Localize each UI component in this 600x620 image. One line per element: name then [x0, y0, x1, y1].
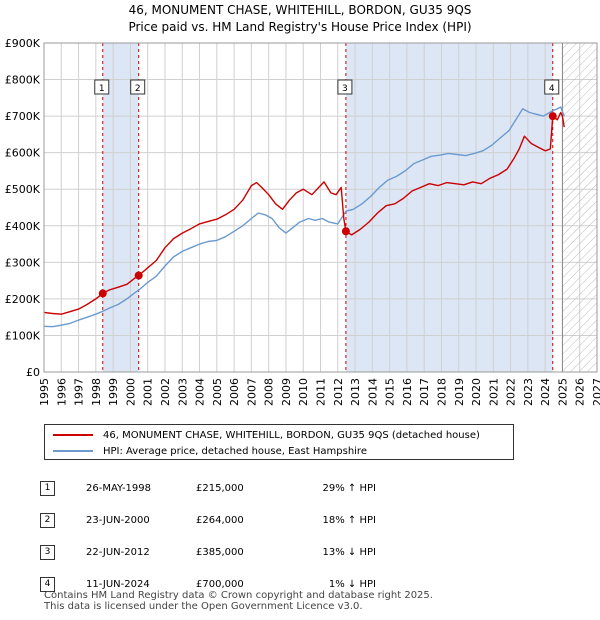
sales-table: 1 26-MAY-1998 £215,000 29% ↑ HPI 2 23-JU…	[40, 472, 376, 600]
x-tick-label: 2012	[332, 378, 345, 406]
y-tick-label: £400K	[5, 220, 41, 233]
legend-label-hpi: HPI: Average price, detached house, East…	[103, 445, 367, 457]
sale-2-label: 2	[135, 84, 141, 94]
footer-line-1: Contains HM Land Registry data © Crown c…	[44, 590, 433, 601]
sale-date: 23-JUN-2000	[86, 514, 150, 526]
title-line-2: Price paid vs. HM Land Registry's House …	[128, 20, 472, 34]
x-tick-label: 1997	[73, 378, 86, 406]
table-row: 3 22-JUN-2012 £385,000 13% ↓ HPI	[40, 536, 376, 568]
x-tick-label: 2010	[297, 378, 310, 406]
x-tick-label: 2021	[487, 378, 500, 406]
x-tick-label: 2019	[453, 378, 466, 406]
sale-hpi-diff: 29% ↑ HPI	[322, 482, 376, 494]
legend: 46, MONUMENT CHASE, WHITEHILL, BORDON, G…	[44, 424, 514, 460]
x-tick-label: 2001	[142, 378, 155, 406]
x-tick-label: 2006	[228, 378, 241, 406]
y-tick-label: £100K	[5, 329, 41, 342]
sale-badge: 3	[40, 544, 55, 560]
sale-3-point	[341, 227, 350, 236]
y-tick-label: £500K	[5, 183, 41, 196]
sale-hpi-diff: 13% ↓ HPI	[322, 546, 376, 558]
sale-price: £264,000	[196, 514, 244, 526]
y-tick-label: £200K	[5, 293, 41, 306]
x-tick-label: 2005	[211, 378, 224, 406]
sale-2-point	[134, 271, 143, 280]
footer: Contains HM Land Registry data © Crown c…	[44, 590, 433, 612]
y-tick-label: £800K	[5, 74, 41, 87]
sale-1-point	[98, 289, 107, 298]
footer-line-2: This data is licensed under the Open Gov…	[44, 601, 363, 612]
y-tick-label: £900K	[5, 37, 41, 50]
y-tick-label: £600K	[5, 147, 41, 160]
x-tick-label: 2024	[539, 378, 552, 406]
hpi-series-line	[43, 106, 565, 328]
sale-4-label-box	[544, 79, 560, 95]
y-tick-label: £700K	[5, 110, 41, 123]
sale-badge: 2	[40, 512, 55, 528]
x-tick-label: 2008	[263, 378, 276, 406]
x-tick-label: 2003	[176, 378, 189, 406]
sale-hpi-diff: 1% ↓ HPI	[328, 578, 376, 590]
x-tick-label: 2018	[435, 378, 448, 406]
x-tick-label: 2011	[315, 378, 328, 406]
legend-swatch-price-paid	[53, 434, 93, 436]
sale-period-band	[102, 43, 139, 372]
x-tick-label: 1996	[55, 378, 68, 406]
sale-2-label-box	[130, 79, 146, 95]
forecast-hatch	[562, 43, 597, 372]
y-tick-label: £300K	[5, 256, 41, 269]
sale-price: £700,000	[196, 578, 244, 590]
sale-date: 22-JUN-2012	[86, 546, 150, 558]
x-tick-label: 2022	[505, 378, 518, 406]
y-tick-label: £0	[26, 366, 40, 379]
x-tick-label: 2002	[159, 378, 172, 406]
x-tick-label: 1999	[107, 378, 120, 406]
x-tick-label: 2017	[418, 378, 431, 406]
table-row: 1 26-MAY-1998 £215,000 29% ↑ HPI	[40, 472, 376, 504]
table-row: 4 11-JUN-2024 £700,000 1% ↓ HPI	[40, 568, 376, 600]
x-tick-label: 2004	[194, 378, 207, 406]
sale-period-band	[345, 43, 553, 372]
x-tick-label: 2007	[245, 378, 258, 406]
sale-1-label: 1	[99, 84, 105, 94]
legend-item-hpi: HPI: Average price, detached house, East…	[53, 444, 367, 458]
x-tick-label: 2026	[574, 378, 587, 406]
sale-4-label: 4	[549, 84, 555, 94]
sale-3-label: 3	[342, 84, 348, 94]
sale-hpi-diff: 18% ↑ HPI	[322, 514, 376, 526]
sale-1-label-box	[94, 79, 110, 95]
x-tick-label: 2023	[522, 378, 535, 406]
x-tick-label: 1998	[90, 378, 103, 406]
table-row: 2 23-JUN-2000 £264,000 18% ↑ HPI	[40, 504, 376, 536]
sale-price: £385,000	[196, 546, 244, 558]
x-tick-label: 2027	[591, 378, 600, 406]
sale-4-point	[548, 112, 557, 121]
sale-date: 11-JUN-2024	[86, 578, 150, 590]
x-tick-label: 2025	[556, 378, 569, 406]
x-tick-label: 1995	[38, 378, 51, 406]
x-tick-label: 2009	[280, 378, 293, 406]
x-tick-label: 2013	[349, 378, 362, 406]
x-tick-label: 2016	[401, 378, 414, 406]
title-line-1: 46, MONUMENT CHASE, WHITEHILL, BORDON, G…	[128, 3, 472, 17]
chart-title: 46, MONUMENT CHASE, WHITEHILL, BORDON, G…	[0, 2, 600, 36]
sale-3-label-box	[337, 79, 353, 95]
sale-date: 26-MAY-1998	[86, 482, 152, 494]
legend-item-price-paid: 46, MONUMENT CHASE, WHITEHILL, BORDON, G…	[53, 428, 480, 442]
legend-label-price-paid: 46, MONUMENT CHASE, WHITEHILL, BORDON, G…	[103, 429, 480, 441]
sale-badge: 4	[40, 576, 55, 592]
price-chart: 1 2 3 4 £0 £100K £200K £300K £400K £500K £600K £70…	[5, 37, 600, 406]
plot-frame	[43, 42, 598, 373]
x-tick-label: 2015	[384, 378, 397, 406]
x-tick-label: 2000	[124, 378, 137, 406]
sale-badge: 1	[40, 480, 55, 496]
sale-price: £215,000	[196, 482, 244, 494]
x-tick-label: 2014	[366, 378, 379, 406]
x-tick-label: 2020	[470, 378, 483, 406]
legend-swatch-hpi	[53, 450, 93, 452]
